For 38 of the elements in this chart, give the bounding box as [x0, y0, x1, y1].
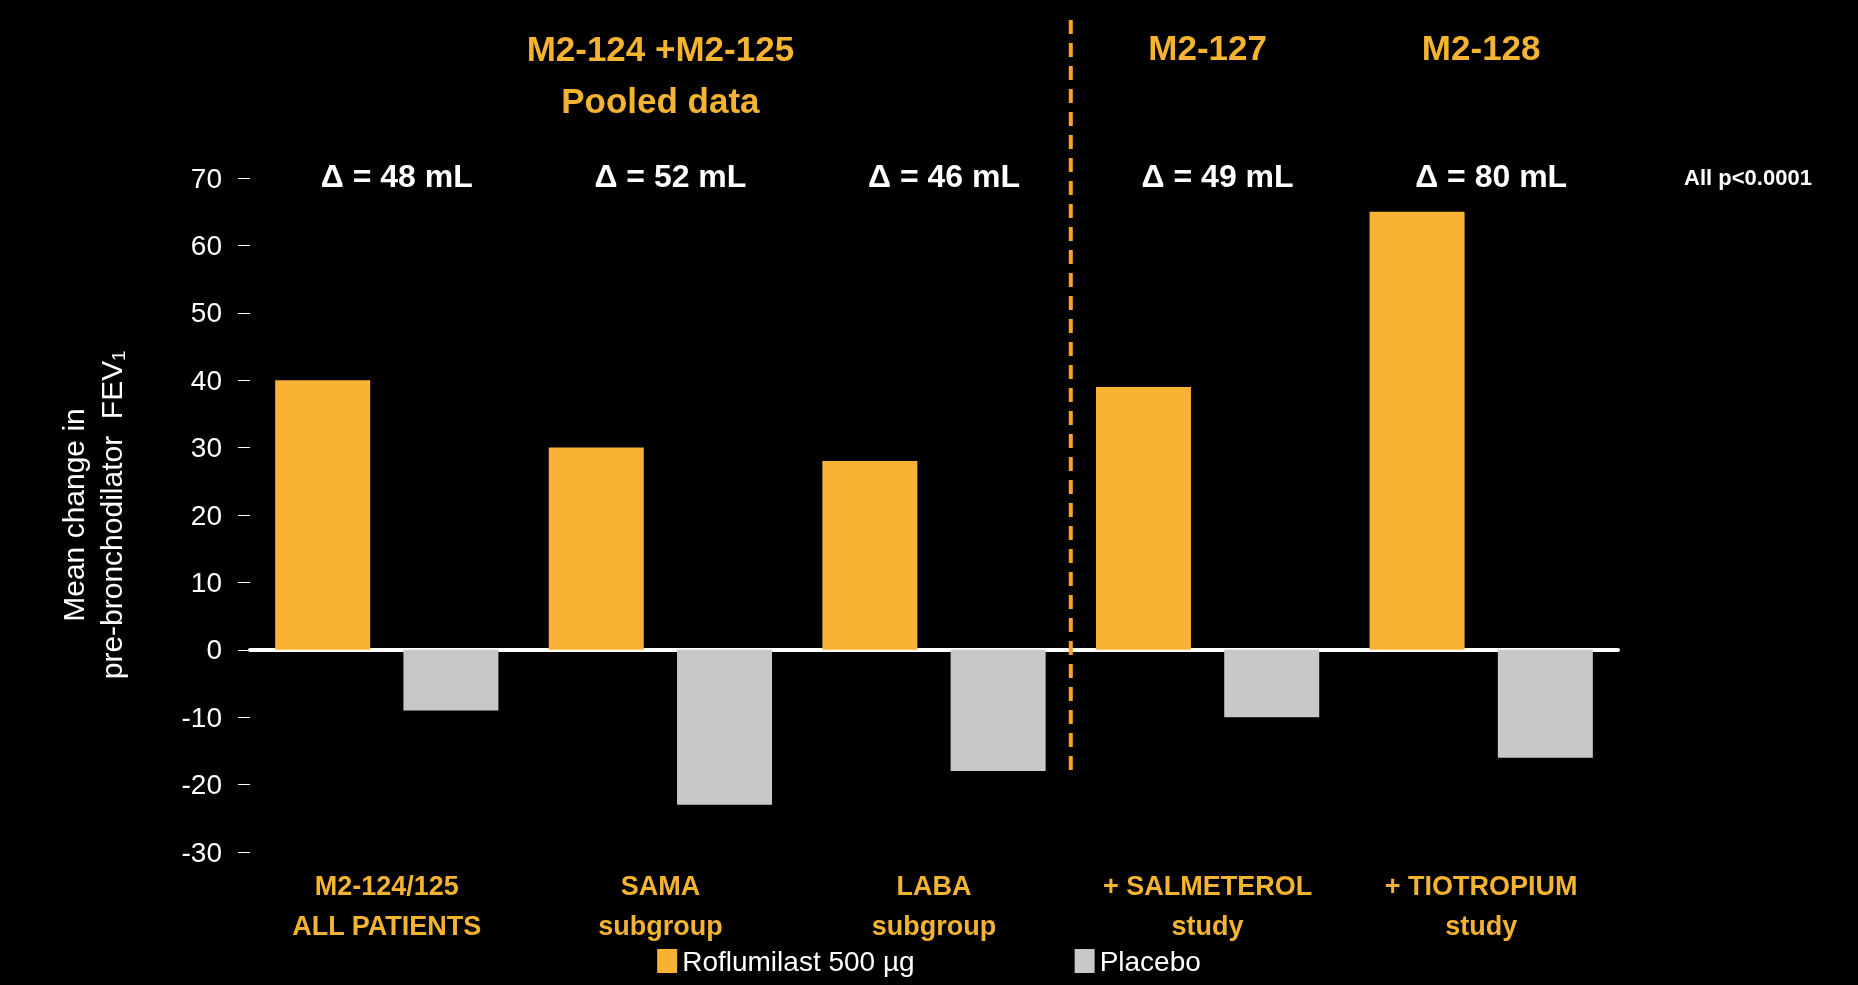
- text: All p<0.0001: [1684, 164, 1812, 192]
- y-tick-label: 0: [206, 634, 222, 666]
- bar: [275, 380, 371, 650]
- y-axis-title: Mean change in pre-bronchodilator FEV₁: [56, 350, 128, 680]
- y-tick-label: -10: [181, 701, 222, 733]
- annotation: Δ = 46 mL: [868, 157, 1020, 196]
- bar: [950, 649, 1046, 772]
- y-tick-label: 40: [190, 364, 222, 396]
- y-tick-label: 60: [190, 229, 222, 261]
- x-tick-label: + SALMETEROL study: [1102, 871, 1313, 941]
- x-tick-label: M2-124/125 ALL PATIENTS: [292, 871, 482, 941]
- annotation: Δ = 49 mL: [1141, 157, 1294, 196]
- y-tick-label: 10: [190, 566, 222, 598]
- y-tick-label: 20: [190, 499, 222, 531]
- bar: [548, 447, 644, 650]
- bar: [677, 649, 773, 805]
- bar: [822, 461, 918, 650]
- text: M2-127: [1148, 27, 1267, 69]
- annotation: Δ = 48 mL: [320, 157, 473, 196]
- annotation: Δ = 80 mL: [1415, 157, 1568, 196]
- y-tick-label: 50: [190, 297, 222, 329]
- y-tick-label: 70: [190, 162, 222, 194]
- bar: [1095, 386, 1191, 650]
- text: M2-128: [1421, 27, 1541, 69]
- legend-label: Placebo: [1099, 945, 1201, 977]
- bar: [403, 649, 499, 711]
- y-tick-label: -30: [181, 836, 222, 868]
- y-tick-label: -20: [181, 769, 222, 801]
- bar: [1497, 649, 1593, 758]
- legend-label: Roflumilast 500 µg: [682, 945, 915, 977]
- text: M2-124 +M2-125 Pooled data: [526, 28, 795, 122]
- bar: [1369, 211, 1465, 650]
- annotation: Δ = 52 mL: [594, 157, 747, 196]
- x-tick-label: SAMA subgroup: [598, 871, 723, 941]
- x-tick-label: + TIOTROPIUM study: [1384, 871, 1578, 941]
- x-tick-label: LABA subgroup: [871, 871, 997, 941]
- y-tick-label: 30: [190, 432, 222, 464]
- bar: [1224, 649, 1320, 718]
